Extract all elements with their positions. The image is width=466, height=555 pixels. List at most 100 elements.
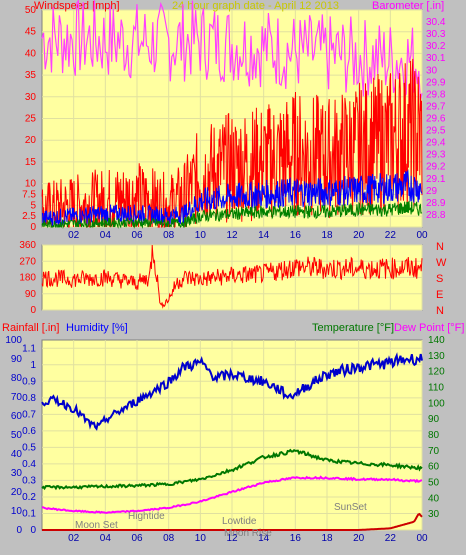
windspeed-tick-label: 35 [25,70,37,81]
barometer-axis-label: Barometer [.in] [372,0,444,12]
annotation-lowtide: Lowtide [222,516,257,527]
bottom-x-tick-label: 12 [226,533,238,544]
dewpoint-axis-label: Dew Point [°F] [394,322,464,334]
windspeed-tick-label: 5 [30,200,36,211]
humidity-tick-label: 10 [11,506,23,517]
barometer-tick-label: 29.4 [426,138,446,149]
temperature-axis-label: Temperature [°F] [312,322,394,334]
humidity-tick-label: 70 [11,392,23,403]
bottom-x-tick-label: 14 [258,533,270,544]
windspeed-tick-label: 50 [25,5,37,16]
bottom-x-tick-label: 02 [68,533,80,544]
barometer-tick-label: 29.3 [426,150,446,161]
temperature-tick-label: 120 [428,367,445,378]
humidity-tick-label: 60 [11,411,23,422]
temperature-tick-label: 80 [428,430,440,441]
temperature-tick-label: 30 [428,509,440,520]
rainfall-tick-label: 0.2 [22,492,36,503]
top-x-tick-label: 02 [68,230,80,241]
rainfall-axis-label: Rainfall [.in] [2,322,59,334]
humidity-line [41,352,423,431]
temperature-tick-label: 60 [428,462,440,473]
dir-label-s: S [436,273,443,285]
top-x-tick-label: 10 [195,230,207,241]
temperature-tick-label: 90 [428,414,440,425]
bottom-x-tick-label: 04 [100,533,112,544]
temperature-tick-label: 40 [428,493,440,504]
rainfall-tick-label: 0.8 [22,393,36,404]
top-x-tick-label: 00 [416,230,428,241]
barometer-tick-label: 29.6 [426,114,446,125]
wind-direction-line [41,244,423,309]
rainfall-tick-label: 1.1 [22,343,36,354]
barometer-tick-label: 29.8 [426,89,446,100]
bottom-x-tick-label: 16 [290,533,302,544]
windspeed-tick-label: 0 [30,222,36,233]
rainfall-tick-label: 0.6 [22,426,36,437]
humidity-tick-label: 0 [16,525,22,536]
rainfall-tick-label: 0.5 [22,442,36,453]
barometer-tick-label: 29.7 [426,101,446,112]
top-x-tick-label: 14 [258,230,270,241]
axis-ticks: 02 04 06 08 10 12 14 16 18 20 22 0002.557.510152025… [5,5,446,544]
bottom-x-tick-label: 06 [131,533,143,544]
barometer-tick-label: 30.4 [426,17,446,28]
windspeed-tick-label: 45 [25,27,37,38]
humidity-axis-label: Humidity [%] [66,322,128,334]
chart-title: 24 hour graph date - April 12 2013 [172,0,339,12]
humidity-tick-label: 50 [11,430,23,441]
humidity-tick-label: 80 [11,373,23,384]
annotation-moonset: Moon Set [75,520,118,531]
humidity-tick-label: 30 [11,468,23,479]
direction-tick-label: 270 [19,256,36,267]
humidity-tick-label: 20 [11,487,23,498]
windspeed-tick-label: 7.5 [22,189,36,200]
direction-tick-label: 90 [25,289,37,300]
series-lines [41,0,423,531]
wind-low-line [41,200,423,229]
top-x-tick-label: 20 [353,230,365,241]
dir-label-n-top: N [436,241,444,253]
barometer-tick-label: 30.1 [426,53,446,64]
direction-tick-label: 0 [30,305,36,316]
temperature-tick-label: 140 [428,335,445,346]
barometer-line [41,0,423,101]
windspeed-tick-label: 30 [25,92,37,103]
dir-label-e: E [436,289,443,301]
barometer-tick-label: 29 [426,186,438,197]
rainfall-tick-label: 0.3 [22,475,36,486]
top-x-tick-label: 08 [163,230,175,241]
rainfall-line [42,512,423,531]
barometer-tick-label: 29.2 [426,162,446,173]
barometer-tick-label: 28.9 [426,198,446,209]
barometer-tick-label: 30.2 [426,41,446,52]
bottom-x-tick-label: 10 [195,533,207,544]
barometer-tick-label: 30.3 [426,29,446,40]
rainfall-tick-label: 0.1 [22,508,36,519]
temperature-line [41,448,423,491]
annotation-hightide: Hightide [128,511,165,522]
direction-tick-label: 180 [19,273,36,284]
top-x-tick-label: 04 [100,230,112,241]
rainfall-tick-label: 1 [30,360,36,371]
rainfall-tick-label: 0.7 [22,409,36,420]
humidity-tick-label: 90 [11,354,23,365]
windspeed-tick-label: 10 [25,179,37,190]
direction-tick-label: 360 [19,240,36,251]
top-x-tick-label: 06 [131,230,143,241]
top-x-tick-label: 16 [290,230,302,241]
humidity-tick-label: 100 [5,335,22,346]
bottom-x-tick-label: 18 [321,533,333,544]
dewpoint-line [41,475,423,514]
temperature-tick-label: 100 [428,398,445,409]
temperature-tick-label: 50 [428,478,440,489]
bottom-x-tick-label: 08 [163,533,175,544]
rainfall-tick-label: 0.4 [22,459,36,470]
windspeed-tick-label: 15 [25,157,37,168]
barometer-tick-label: 28.8 [426,210,446,221]
bottom-x-tick-label: 20 [353,533,365,544]
barometer-tick-label: 29.1 [426,174,446,185]
top-x-tick-label: 12 [226,230,238,241]
bottom-x-tick-label: 00 [416,533,428,544]
top-x-tick-label: 22 [385,230,397,241]
